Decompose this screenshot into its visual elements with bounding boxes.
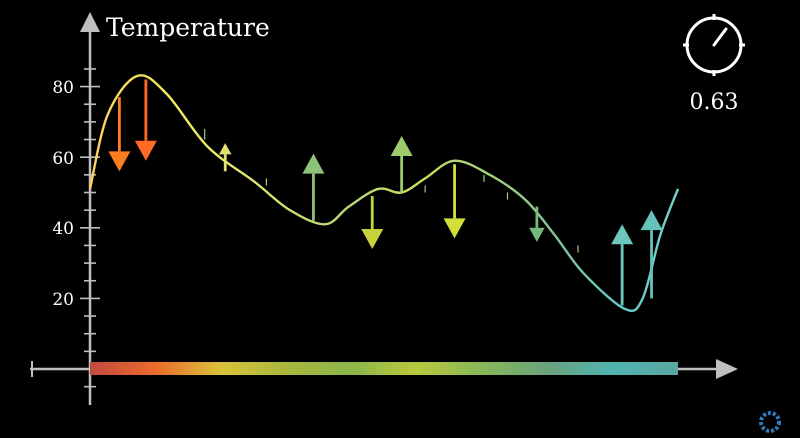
y-tick-label-80: 80	[52, 78, 74, 98]
rate-arrow-down	[134, 79, 157, 161]
rate-arrow-down	[529, 206, 545, 242]
clock: 0.63	[683, 14, 745, 115]
y-tick-label-40: 40	[52, 219, 74, 239]
rate-arrow-down	[443, 164, 466, 239]
rate-arrow-down	[361, 196, 384, 249]
y-axis-arrowhead-icon	[80, 12, 100, 32]
y-axis: 20 40 60 80 Temperature	[52, 12, 270, 405]
rate-arrow-up	[611, 224, 634, 306]
y-axis-title: Temperature	[106, 13, 270, 42]
spinner-logo-icon	[759, 411, 781, 433]
rate-arrow-up	[640, 210, 663, 299]
rate-arrow-down	[108, 97, 131, 172]
x-axis-arrowhead-icon	[716, 359, 738, 379]
rate-arrows	[108, 79, 663, 306]
y-tick-label-60: 60	[52, 149, 74, 169]
heated-rod-bar	[90, 362, 678, 375]
y-tick-label-20: 20	[52, 290, 74, 310]
clock-time-value: 0.63	[690, 90, 739, 115]
rate-arrow-up	[302, 153, 325, 221]
clock-icon	[683, 14, 745, 76]
rate-arrow-up	[219, 143, 232, 172]
rate-arrow-up	[390, 136, 413, 193]
temperature-curve	[88, 74, 680, 313]
